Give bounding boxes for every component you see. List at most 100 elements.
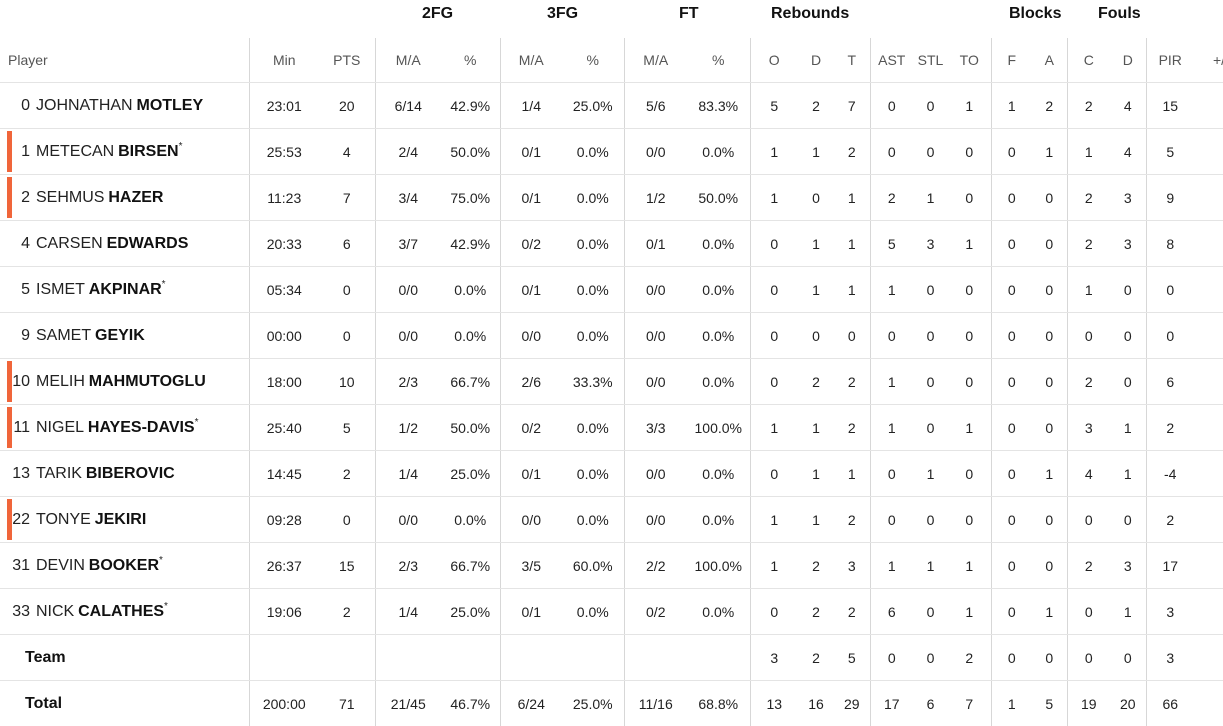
stat-2fg-pct: 25.0% — [441, 451, 500, 497]
stat-stl: 0 — [913, 83, 948, 129]
col-reb-o[interactable]: O — [750, 38, 798, 83]
stat-ast: 0 — [870, 497, 913, 543]
player-first-name[interactable]: SAMET — [36, 327, 91, 344]
col-plus-minus[interactable]: +/ — [1194, 38, 1223, 83]
stat-pir: 8 — [1146, 221, 1194, 267]
player-last-name[interactable]: GEYIK — [95, 327, 145, 344]
stat-foul-d: 3 — [1110, 221, 1146, 267]
stat-plus-minus — [1194, 267, 1223, 313]
player-first-name[interactable]: TONYE — [36, 511, 91, 528]
stat-reb-t: 7 — [834, 83, 870, 129]
col-blk-f[interactable]: F — [991, 38, 1032, 83]
col-2fg-ma[interactable]: M/A — [375, 38, 441, 83]
stat-ft-ma: 0/1 — [624, 221, 687, 267]
player-last-name[interactable]: MOTLEY — [136, 97, 203, 114]
player-first-name[interactable]: DEVIN — [36, 557, 85, 574]
stat-foul-c: 2 — [1067, 221, 1110, 267]
player-last-name[interactable]: BOOKER — [89, 557, 159, 574]
stat-3fg-pct: 0.0% — [562, 129, 624, 175]
stat-3fg-ma: 0/1 — [500, 451, 562, 497]
group-3fg: 3FG — [547, 5, 578, 23]
col-blk-a[interactable]: A — [1032, 38, 1067, 83]
col-ast[interactable]: AST — [870, 38, 913, 83]
stat-reb-d: 1 — [798, 129, 834, 175]
col-reb-d[interactable]: D — [798, 38, 834, 83]
stat-reb-t: 3 — [834, 543, 870, 589]
col-foul-d[interactable]: D — [1110, 38, 1146, 83]
col-2fg-pct[interactable]: % — [441, 38, 500, 83]
player-last-name[interactable]: AKPINAR — [89, 281, 162, 298]
player-last-name[interactable]: HAYES-DAVIS — [88, 419, 195, 436]
player-first-name[interactable]: TARIK — [36, 465, 82, 482]
stat-min: 20:33 — [249, 221, 319, 267]
player-last-name[interactable]: MAHMUTOGLU — [89, 373, 206, 390]
player-last-name[interactable]: HAZER — [108, 189, 163, 206]
player-number: 11 — [0, 419, 30, 437]
stat-blk-f: 0 — [991, 589, 1032, 635]
stat-ast: 0 — [870, 129, 913, 175]
stat-3fg-pct: 60.0% — [562, 543, 624, 589]
col-reb-t[interactable]: T — [834, 38, 870, 83]
team-stat-3fg-pct — [562, 635, 624, 681]
stat-foul-d: 1 — [1110, 405, 1146, 451]
col-min[interactable]: Min — [249, 38, 319, 83]
stat-ast: 0 — [870, 451, 913, 497]
stat-blk-a: 0 — [1032, 221, 1067, 267]
col-player[interactable]: Player — [0, 38, 249, 83]
stat-3fg-pct: 0.0% — [562, 497, 624, 543]
player-last-name[interactable]: BIRSEN — [118, 143, 178, 160]
stat-ft-ma: 0/0 — [624, 129, 687, 175]
col-ft-ma[interactable]: M/A — [624, 38, 687, 83]
player-last-name[interactable]: BIBEROVIC — [86, 465, 175, 482]
stat-reb-o: 1 — [750, 497, 798, 543]
player-first-name[interactable]: METECAN — [36, 143, 114, 160]
player-first-name[interactable]: NICK — [36, 603, 74, 620]
col-foul-c[interactable]: C — [1067, 38, 1110, 83]
col-3fg-pct[interactable]: % — [562, 38, 624, 83]
total-stat-blk-f: 1 — [991, 681, 1032, 726]
col-3fg-ma[interactable]: M/A — [500, 38, 562, 83]
player-first-name[interactable]: MELIH — [36, 373, 85, 390]
player-first-name[interactable]: SEHMUS — [36, 189, 104, 206]
player-last-name[interactable]: JEKIRI — [95, 511, 147, 528]
col-ft-pct[interactable]: % — [687, 38, 750, 83]
stat-blk-a: 0 — [1032, 405, 1067, 451]
stat-pir: 3 — [1146, 589, 1194, 635]
player-first-name[interactable]: NIGEL — [36, 419, 84, 436]
col-to[interactable]: TO — [948, 38, 991, 83]
player-first-name[interactable]: JOHNATHAN — [36, 97, 133, 114]
total-stat-min: 200:00 — [249, 681, 319, 726]
col-pts[interactable]: PTS — [319, 38, 375, 83]
player-first-name[interactable]: CARSEN — [36, 235, 103, 252]
player-first-name[interactable]: ISMET — [36, 281, 85, 298]
col-stl[interactable]: STL — [913, 38, 948, 83]
player-last-name[interactable]: CALATHES — [78, 603, 164, 620]
player-last-name[interactable]: EDWARDS — [107, 235, 189, 252]
col-pir[interactable]: PIR — [1146, 38, 1194, 83]
